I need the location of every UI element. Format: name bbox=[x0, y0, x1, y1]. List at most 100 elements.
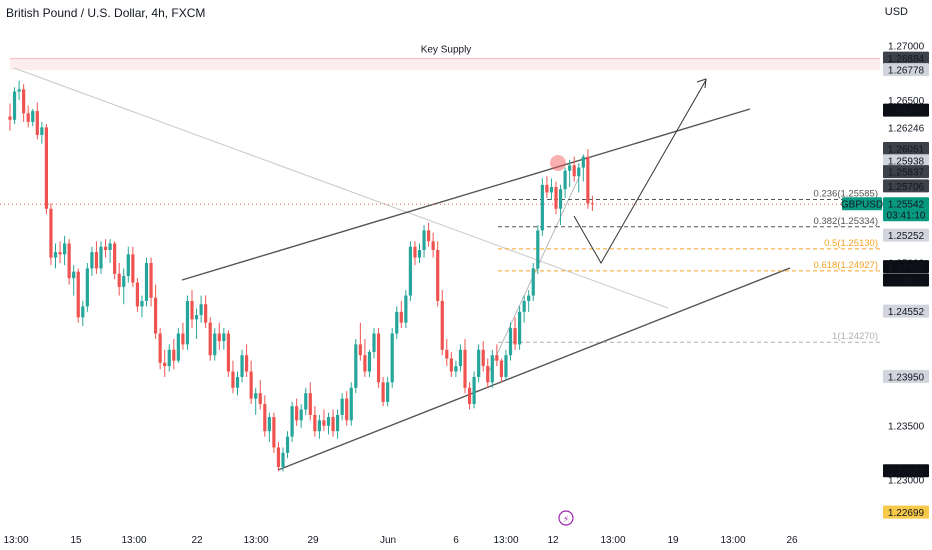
price-tag-value: 1.24552 bbox=[888, 307, 925, 318]
candle-body bbox=[99, 246, 103, 269]
candle bbox=[122, 268, 126, 305]
candle-body bbox=[22, 89, 26, 114]
candle-body bbox=[495, 355, 499, 361]
candle bbox=[336, 409, 340, 439]
candle-body bbox=[44, 127, 48, 209]
price-tag-bg bbox=[883, 505, 929, 519]
projection-path bbox=[573, 79, 707, 265]
channel-lower-line bbox=[277, 267, 791, 471]
candle-body bbox=[477, 349, 481, 377]
supply-zone-rect bbox=[10, 58, 880, 71]
candle-body bbox=[90, 252, 94, 269]
candle-body bbox=[12, 91, 17, 120]
price-tag-value: 1.26884 bbox=[888, 54, 925, 65]
price-tag-value: 1.25938 bbox=[888, 157, 925, 168]
candle bbox=[117, 263, 121, 296]
candles bbox=[8, 80, 594, 472]
candle-body bbox=[176, 333, 180, 361]
candle bbox=[267, 412, 271, 443]
candle-body bbox=[413, 246, 417, 258]
candle-body bbox=[285, 436, 290, 453]
candle bbox=[263, 395, 267, 437]
price-tick-label: 1.23000 bbox=[888, 476, 925, 487]
candle-body bbox=[367, 351, 372, 372]
candle bbox=[144, 257, 149, 307]
candle-body bbox=[504, 355, 508, 377]
candle-body bbox=[194, 315, 199, 320]
fib-label: 1(1.24270) bbox=[832, 331, 878, 342]
candle bbox=[217, 322, 221, 350]
candle-body bbox=[167, 349, 171, 367]
candle-body bbox=[590, 203, 594, 205]
candle bbox=[249, 360, 253, 405]
price-tag-bg bbox=[883, 63, 929, 77]
price-tag: 1.24962 bbox=[883, 260, 929, 274]
candle bbox=[481, 341, 485, 372]
price-tag-value: 1.24962 bbox=[888, 263, 925, 274]
candle bbox=[467, 382, 472, 410]
price-tag: 1.24552 bbox=[883, 304, 929, 318]
candle-body bbox=[117, 273, 121, 287]
candle-body bbox=[222, 333, 226, 342]
candle bbox=[586, 149, 590, 209]
price-tag: 1.26884 bbox=[883, 51, 929, 65]
current-price-bg bbox=[883, 197, 929, 222]
candle-body bbox=[290, 406, 294, 437]
candle bbox=[572, 156, 576, 182]
price-tag: 1.23081 bbox=[883, 464, 929, 478]
candle-body bbox=[204, 304, 208, 323]
candle-body bbox=[94, 252, 99, 269]
candle-body bbox=[217, 333, 221, 342]
candle-body bbox=[336, 414, 340, 432]
price-tag-bg bbox=[883, 154, 929, 168]
candle-body bbox=[267, 417, 271, 432]
candle-body bbox=[254, 393, 258, 399]
candle-body bbox=[518, 311, 522, 345]
fibonacci-levels: 0.236(1.25585) 0.382(1.25334) 0.5(1.25130)… bbox=[498, 189, 880, 343]
price-tag-bg bbox=[883, 228, 929, 242]
candle-body bbox=[63, 243, 67, 255]
price-tag-value: 1.25837 bbox=[888, 168, 925, 179]
candle bbox=[417, 243, 422, 263]
candle bbox=[204, 295, 208, 329]
candle-body bbox=[467, 387, 472, 405]
candle bbox=[363, 338, 367, 377]
candle-body bbox=[308, 393, 312, 415]
candle bbox=[422, 225, 426, 258]
candle-body bbox=[85, 268, 89, 307]
price-tag-value: 1.23081 bbox=[888, 467, 925, 478]
current-price-countdown: 03:41:10 bbox=[887, 211, 926, 222]
price-tag: 1.23950 bbox=[883, 369, 929, 383]
candle bbox=[367, 349, 372, 377]
candle-body bbox=[422, 230, 426, 250]
price-tick-label: 1.27000 bbox=[888, 42, 925, 53]
candle bbox=[149, 257, 153, 307]
candle bbox=[258, 380, 262, 410]
candle-body bbox=[577, 167, 581, 177]
candle bbox=[590, 195, 594, 211]
candle bbox=[163, 349, 167, 377]
candle-body bbox=[345, 398, 349, 421]
candle-body bbox=[144, 263, 149, 301]
candle bbox=[577, 163, 581, 193]
candle-body bbox=[440, 300, 444, 350]
candle-body bbox=[26, 113, 30, 122]
candle-body bbox=[449, 358, 453, 372]
candle-body bbox=[154, 297, 158, 334]
candle-body bbox=[49, 208, 53, 258]
time-tick-label: 15 bbox=[70, 535, 82, 546]
candle bbox=[285, 431, 290, 459]
candle bbox=[17, 80, 21, 101]
candle bbox=[558, 184, 563, 226]
candle-body bbox=[263, 404, 267, 432]
candle bbox=[76, 268, 80, 323]
candle bbox=[313, 406, 317, 437]
candle bbox=[340, 393, 344, 421]
candle bbox=[331, 409, 335, 437]
candle bbox=[158, 328, 162, 370]
candle-body bbox=[513, 328, 517, 345]
candle-body bbox=[499, 360, 503, 377]
candle bbox=[308, 382, 312, 421]
candle-body bbox=[568, 165, 572, 171]
